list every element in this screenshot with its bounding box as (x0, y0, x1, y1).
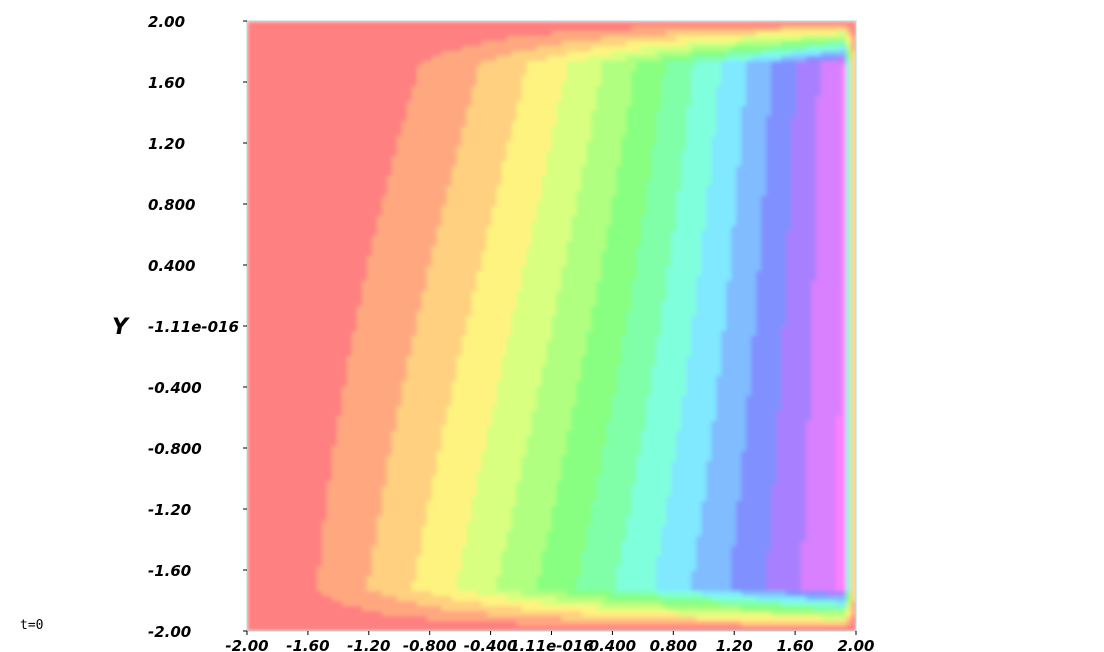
axes: 2.00 1.60 1.20 0.800 0.400 -1.11e-016 -0.400 -0… (148, 13, 875, 652)
y-tick-label: 0.800 (148, 196, 195, 214)
x-tick-label: -0.400 (464, 637, 518, 652)
x-tick-label: -1.60 (286, 637, 329, 652)
y-axis-label: Y (112, 315, 130, 340)
y-tick-label: -1.20 (148, 501, 191, 519)
x-tick-label: 0.400 (589, 637, 636, 652)
x-tick-label: 1.20 (716, 637, 753, 652)
time-label: t=0 (20, 618, 44, 633)
y-tick-label: 2.00 (148, 13, 185, 31)
x-tick-label: 2.00 (837, 637, 874, 652)
y-tick-label: 1.20 (148, 135, 185, 153)
x-tick-label: -2.00 (225, 637, 268, 652)
y-tick-label: 1.60 (148, 74, 185, 92)
y-tick-label: -0.800 (148, 440, 202, 458)
x-tick-label: -1.20 (347, 637, 390, 652)
y-tick-label: 0.400 (148, 257, 195, 275)
y-tick-label: -2.00 (148, 623, 191, 641)
y-tick-label: -0.400 (148, 379, 202, 397)
x-tick-label: 1.60 (777, 637, 814, 652)
y-tick-label: -1.11e-016 (148, 318, 239, 336)
x-tick-label: 1.11e-016 (509, 637, 594, 652)
x-tick-label: -0.800 (403, 637, 457, 652)
contour-field (247, 21, 856, 631)
y-tick-label: -1.60 (148, 562, 191, 580)
x-tick-label: 0.800 (650, 637, 697, 652)
